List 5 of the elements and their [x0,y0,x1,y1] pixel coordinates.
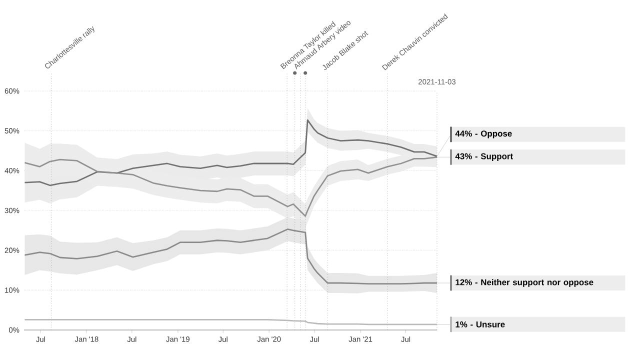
line-series [24,156,438,217]
legend-label: 43% - Support [455,153,513,161]
legend-label: 12% - Neither support nor oppose [456,279,594,287]
legend-label: 1% - Unsure [456,321,505,328]
legend-label: 44% - Oppose [455,130,512,138]
